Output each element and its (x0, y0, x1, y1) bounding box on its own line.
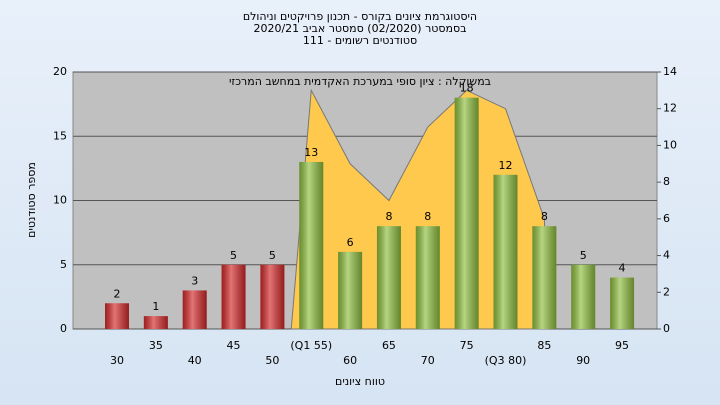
x-tick-label: 90 (576, 354, 590, 367)
bar-shine (454, 97, 479, 329)
y-axis-label: מספר סטודנטים (25, 162, 38, 238)
bar-shine (610, 277, 635, 329)
y-tick-label: 5 (60, 258, 67, 271)
y2-tick-label: 6 (663, 212, 670, 225)
annotation: במשוקלה : ציון סופי במערכת האקדמית במחשב… (229, 75, 491, 88)
x-tick-label: 30 (110, 354, 124, 367)
y2-tick-label: 8 (663, 175, 670, 188)
x-tick-label: 40 (188, 354, 202, 367)
bar-shine (571, 264, 596, 329)
value-label: 6 (347, 236, 354, 249)
bar-shine (260, 264, 285, 329)
y-tick-label: 20 (53, 65, 67, 78)
bar-shine (182, 290, 207, 329)
value-label: 4 (619, 262, 626, 275)
title-line: היסטוגרמת ציונים בקורס - תכנון פרויקטים … (243, 10, 477, 23)
x-tick-label: 35 (149, 339, 163, 352)
y2-tick-label: 2 (663, 285, 670, 298)
value-label: 1 (152, 300, 159, 313)
y2-tick-label: 14 (663, 65, 677, 78)
value-label: 8 (541, 210, 548, 223)
value-label: 2 (114, 287, 121, 300)
bar-shine (493, 174, 518, 329)
value-label: 5 (269, 249, 276, 262)
bar-shine (221, 264, 246, 329)
bar-shine (299, 161, 324, 329)
y-tick-label: 0 (60, 322, 67, 335)
bar-shine (532, 226, 557, 329)
x-tick-label: 75 (460, 339, 474, 352)
value-label: 8 (424, 210, 431, 223)
value-label: 8 (385, 210, 392, 223)
value-label: 3 (191, 274, 198, 287)
x-tick-label: 95 (615, 339, 629, 352)
title-line: בסמסטר (02/2020) סמסטר אביב 2020/21 (253, 22, 466, 35)
bar-shine (143, 316, 168, 329)
y2-tick-label: 4 (663, 249, 670, 262)
bar-shine (105, 303, 129, 329)
value-label: 18 (460, 82, 474, 95)
x-tick-label: 65 (382, 339, 396, 352)
x-axis-label: טווח ציונים (335, 375, 385, 388)
value-label: 12 (499, 159, 513, 172)
bar-shine (338, 251, 363, 329)
x-tick-label: 70 (421, 354, 435, 367)
title-line: סטודנטים רשומים - 111 (303, 34, 417, 47)
x-tick-label: 60 (343, 354, 357, 367)
value-label: 5 (230, 249, 237, 262)
x-tick-label: (Q1 55) (290, 339, 332, 352)
value-label: 5 (580, 249, 587, 262)
x-tick-label: 50 (265, 354, 279, 367)
value-label: 13 (304, 146, 318, 159)
y-tick-label: 15 (53, 129, 67, 142)
x-tick-label: 45 (227, 339, 241, 352)
bar-shine (415, 226, 440, 329)
title: היסטוגרמת ציונים בקורס - תכנון פרויקטים … (243, 10, 477, 47)
x-tick-label: (Q3 80) (485, 354, 527, 367)
y-tick-label: 10 (53, 194, 67, 207)
y2-tick-label: 0 (663, 322, 670, 335)
y2-tick-label: 12 (663, 102, 677, 115)
y2-tick-label: 10 (663, 138, 677, 151)
x-tick-label: 85 (537, 339, 551, 352)
bar-shine (376, 226, 401, 329)
